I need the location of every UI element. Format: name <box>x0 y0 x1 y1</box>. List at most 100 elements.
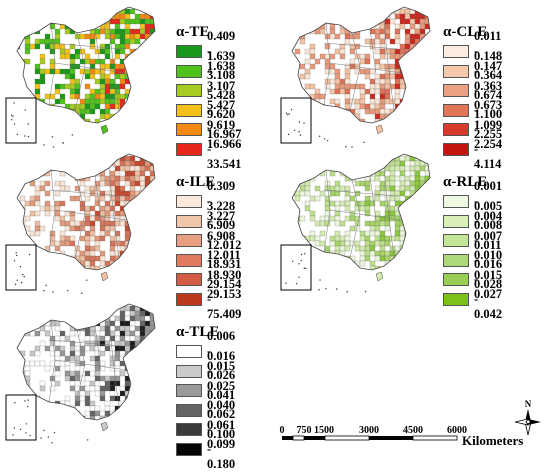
region-cell <box>144 245 151 252</box>
legend-te: α-TE 0.409 - 1.638 1.639 - 3.107 3.108 -… <box>176 24 241 171</box>
region-cell <box>299 215 306 222</box>
region-cell <box>139 58 146 65</box>
region-cell <box>139 175 146 182</box>
region-cell <box>109 170 116 177</box>
offshore-island <box>346 290 349 293</box>
region-cell <box>59 330 66 337</box>
region-cell <box>294 160 301 167</box>
legend-label: 0.005 - 0.007 <box>474 198 503 243</box>
region-cell <box>389 38 396 45</box>
legend-label: 0.041 - 0.061 <box>207 387 236 432</box>
region-cell <box>409 175 416 182</box>
inset-island <box>25 432 27 434</box>
region-cell <box>134 78 141 85</box>
inset-island <box>14 401 16 404</box>
region-cell <box>89 385 96 392</box>
region-cell <box>54 345 61 352</box>
region-cell <box>114 28 121 35</box>
region-cell <box>154 405 155 412</box>
region-cell <box>134 210 141 217</box>
region-cell <box>339 200 346 207</box>
region-cell <box>54 33 61 40</box>
region-cell <box>354 33 361 40</box>
legend-label: 0.674 - 1.099 <box>474 87 503 132</box>
region-cell <box>89 310 96 317</box>
region-cell <box>84 33 91 40</box>
region-cell <box>144 370 151 377</box>
region-cell <box>399 23 406 30</box>
region-cell <box>409 240 416 247</box>
region-cell <box>149 240 155 247</box>
region-cell <box>329 240 336 247</box>
region-cell <box>94 345 101 352</box>
inset-island <box>26 405 29 408</box>
region-cell <box>144 375 151 382</box>
region-cell <box>359 205 366 212</box>
region-cell <box>54 88 61 95</box>
region-cell <box>124 250 131 257</box>
region-cell <box>109 93 116 100</box>
region-cell <box>69 385 76 392</box>
region-cell <box>364 195 371 202</box>
region-cell <box>124 325 131 332</box>
region-cell <box>394 220 401 227</box>
scale-tick-label: 0 <box>279 425 285 436</box>
inset-island <box>304 253 306 255</box>
region-cell <box>404 53 411 60</box>
region-cell <box>44 68 51 75</box>
region-cell <box>140 421 145 426</box>
region-cell <box>94 48 101 55</box>
region-cell <box>29 210 36 217</box>
region-cell <box>144 165 151 172</box>
scale-tick-labels: 0 750 1500 3000 4500 6000 <box>279 425 482 437</box>
region-cell <box>394 235 401 242</box>
region-cell <box>149 225 155 232</box>
region-cell <box>129 63 136 70</box>
region-cell <box>409 250 416 257</box>
region-cell <box>29 23 36 30</box>
region-cell <box>364 68 371 75</box>
region-cell <box>129 355 136 362</box>
region-cell <box>119 175 126 182</box>
region-cell <box>354 180 361 187</box>
region-cell <box>344 103 351 110</box>
region-cell <box>379 93 386 100</box>
region-cell <box>149 190 155 197</box>
region-cell <box>374 235 381 242</box>
region-cell <box>99 175 106 182</box>
region-cell <box>29 350 36 357</box>
legend-label: 0.026 - 0.040 <box>207 368 236 413</box>
region-cell <box>359 260 366 267</box>
region-cell <box>394 98 401 105</box>
region-cell <box>129 250 136 257</box>
region-cell <box>99 325 106 332</box>
legend-row: 2.255 - 4.114 <box>443 127 502 171</box>
region-cell <box>134 355 141 362</box>
legend-swatch <box>176 84 202 98</box>
region-cell <box>79 250 86 257</box>
scale-unit-label: Kilometers <box>462 433 524 448</box>
region-cell <box>319 108 326 115</box>
region-cell <box>399 43 406 50</box>
region-cell <box>119 255 126 262</box>
region-cell <box>399 118 406 123</box>
region-cell <box>75 271 80 276</box>
region-cell <box>389 265 396 270</box>
legend-row: 29.154 - 75.409 <box>176 277 241 321</box>
region-cell <box>99 380 106 387</box>
region-cell <box>369 88 376 95</box>
legend-row: 0.011 - 0.015 <box>443 238 502 282</box>
region-cell <box>292 88 296 95</box>
region-cell <box>414 210 421 217</box>
region-cell <box>69 195 76 202</box>
region-cell <box>144 23 151 30</box>
region-cell <box>399 18 406 25</box>
region-cell <box>129 215 136 222</box>
region-cell <box>64 13 71 20</box>
region-cell <box>429 190 430 197</box>
region-cell <box>134 73 141 80</box>
region-cell <box>79 108 86 115</box>
region-cell <box>359 93 366 100</box>
inset-island <box>27 399 29 401</box>
region-cell <box>94 88 101 95</box>
